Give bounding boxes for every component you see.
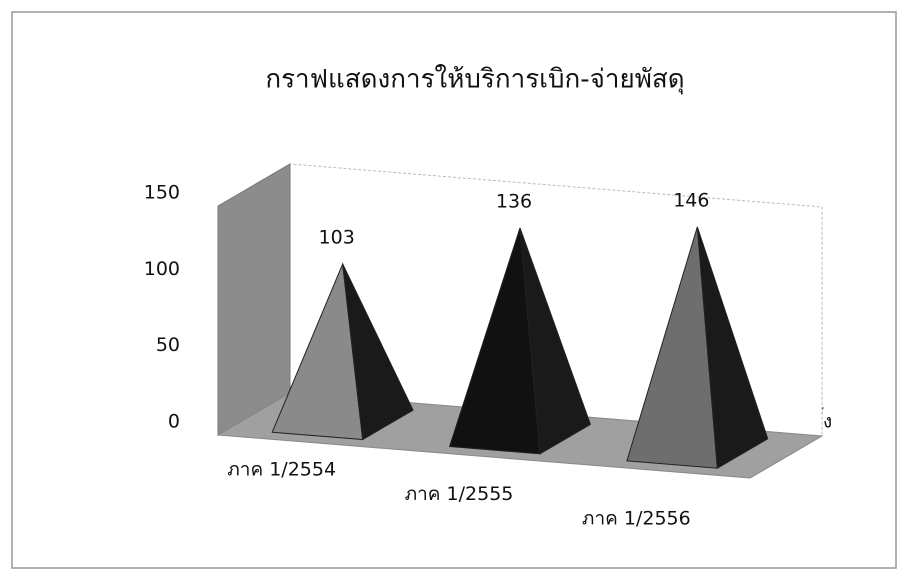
y-tick-label: 150 xyxy=(144,182,180,204)
pyramid xyxy=(271,261,414,441)
data-label: 103 xyxy=(319,226,355,248)
chart-title: กราฟแสดงการให้บริการเบิก-จ่ายพัสดุ xyxy=(265,65,684,95)
pyramid xyxy=(626,226,769,470)
y-tick-label: 50 xyxy=(156,334,180,356)
pyramid-face xyxy=(696,226,769,470)
x-tick-label: ภาค 1/2554 xyxy=(227,459,336,481)
pyramid-face xyxy=(519,227,592,455)
data-label: 136 xyxy=(496,190,532,212)
y-tick-label: 0 xyxy=(168,411,180,433)
pyramid xyxy=(448,227,592,455)
x-tick-label: ภาค 1/2556 xyxy=(582,507,691,529)
x-tick-label: ภาค 1/2555 xyxy=(405,483,514,505)
pyramid-face xyxy=(342,263,414,441)
y-tick-label: 100 xyxy=(144,258,180,280)
data-label: 146 xyxy=(673,189,709,211)
side-wall xyxy=(217,163,291,436)
